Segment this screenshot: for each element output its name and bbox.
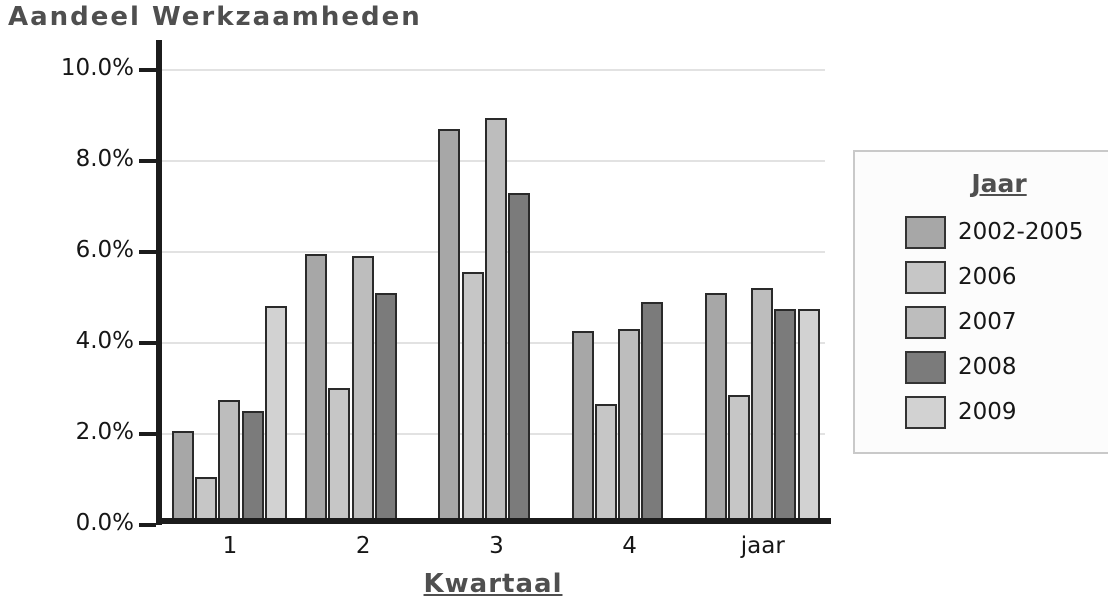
bar-2009-1 bbox=[264, 306, 287, 522]
y-tick-label-2pct: 2.0% bbox=[75, 418, 134, 445]
y-tick-label-8pct: 8.0% bbox=[75, 145, 134, 172]
legend-swatch-2009 bbox=[905, 395, 946, 429]
legend-box: Jaar 2002-2005 2006 2007 2008 2009 bbox=[853, 150, 1108, 454]
bar-2006-1 bbox=[195, 476, 218, 522]
legend-label-2007: 2007 bbox=[958, 309, 1017, 335]
bar-2002-2005-1 bbox=[172, 431, 194, 522]
bar-2008-jaar bbox=[774, 308, 797, 522]
legend-item-2006: 2006 bbox=[905, 260, 1017, 294]
chart-title: Aandeel Werkzaamheden bbox=[8, 2, 422, 32]
legend-item-2007: 2007 bbox=[905, 305, 1017, 339]
legend-swatch-2002-2005 bbox=[905, 215, 946, 249]
x-axis-line bbox=[156, 518, 831, 524]
bar-2006-2 bbox=[328, 388, 351, 522]
bar-2002-2005-2 bbox=[305, 254, 328, 522]
y-tick-0pct bbox=[139, 522, 156, 527]
legend-label-2008: 2008 bbox=[958, 354, 1017, 380]
legend-label-2006: 2006 bbox=[958, 264, 1017, 290]
bar-2002-2005-jaar bbox=[704, 292, 727, 522]
bar-2007-3 bbox=[484, 117, 507, 522]
legend-item-2002-2005: 2002-2005 bbox=[905, 215, 1083, 249]
bar-2002-2005-3 bbox=[438, 129, 461, 522]
y-tick-4pct bbox=[139, 340, 156, 345]
bar-2007-1 bbox=[218, 399, 241, 522]
y-tick-label-6pct: 6.0% bbox=[75, 236, 134, 263]
bar-2007-2 bbox=[351, 256, 374, 522]
x-tick-label-4: 4 bbox=[622, 533, 637, 559]
bar-2007-jaar bbox=[751, 288, 774, 522]
x-tick-label-3: 3 bbox=[489, 533, 504, 559]
legend-item-2008: 2008 bbox=[905, 350, 1017, 384]
legend-swatch-2006 bbox=[905, 260, 946, 294]
bar-2008-4 bbox=[641, 301, 664, 522]
bar-2008-2 bbox=[374, 292, 397, 522]
x-tick-label-1: 1 bbox=[222, 533, 238, 559]
y-axis-line bbox=[156, 40, 162, 525]
legend-title: Jaar bbox=[971, 169, 1027, 198]
legend-item-2009: 2009 bbox=[905, 395, 1017, 429]
gridline-10pct bbox=[161, 69, 825, 71]
legend-swatch-2008 bbox=[905, 350, 946, 384]
bar-2009-jaar bbox=[797, 308, 820, 522]
x-axis-title: Kwartaal bbox=[423, 569, 563, 599]
bar-2008-3 bbox=[508, 192, 530, 522]
legend-label-2009: 2009 bbox=[958, 399, 1017, 425]
y-tick-label-0pct: 0.0% bbox=[75, 509, 134, 536]
y-tick-8pct bbox=[139, 158, 156, 163]
bar-2006-4 bbox=[594, 404, 617, 522]
bar-2006-jaar bbox=[728, 394, 750, 522]
bar-2002-2005-4 bbox=[571, 331, 594, 522]
y-tick-label-4pct: 4.0% bbox=[75, 327, 134, 354]
x-tick-label-jaar: jaar bbox=[740, 533, 785, 559]
bar-2006-3 bbox=[461, 272, 484, 522]
y-tick-label-10pct: 10.0% bbox=[60, 55, 134, 81]
y-tick-2pct bbox=[139, 431, 156, 436]
bar-2008-1 bbox=[241, 410, 264, 522]
bar-2007-4 bbox=[618, 329, 640, 522]
x-tick-label-2: 2 bbox=[355, 533, 371, 559]
y-tick-10pct bbox=[139, 68, 156, 72]
y-tick-6pct bbox=[139, 249, 156, 254]
legend-swatch-2007 bbox=[905, 305, 946, 339]
legend-label-2002-2005: 2002-2005 bbox=[958, 219, 1084, 245]
